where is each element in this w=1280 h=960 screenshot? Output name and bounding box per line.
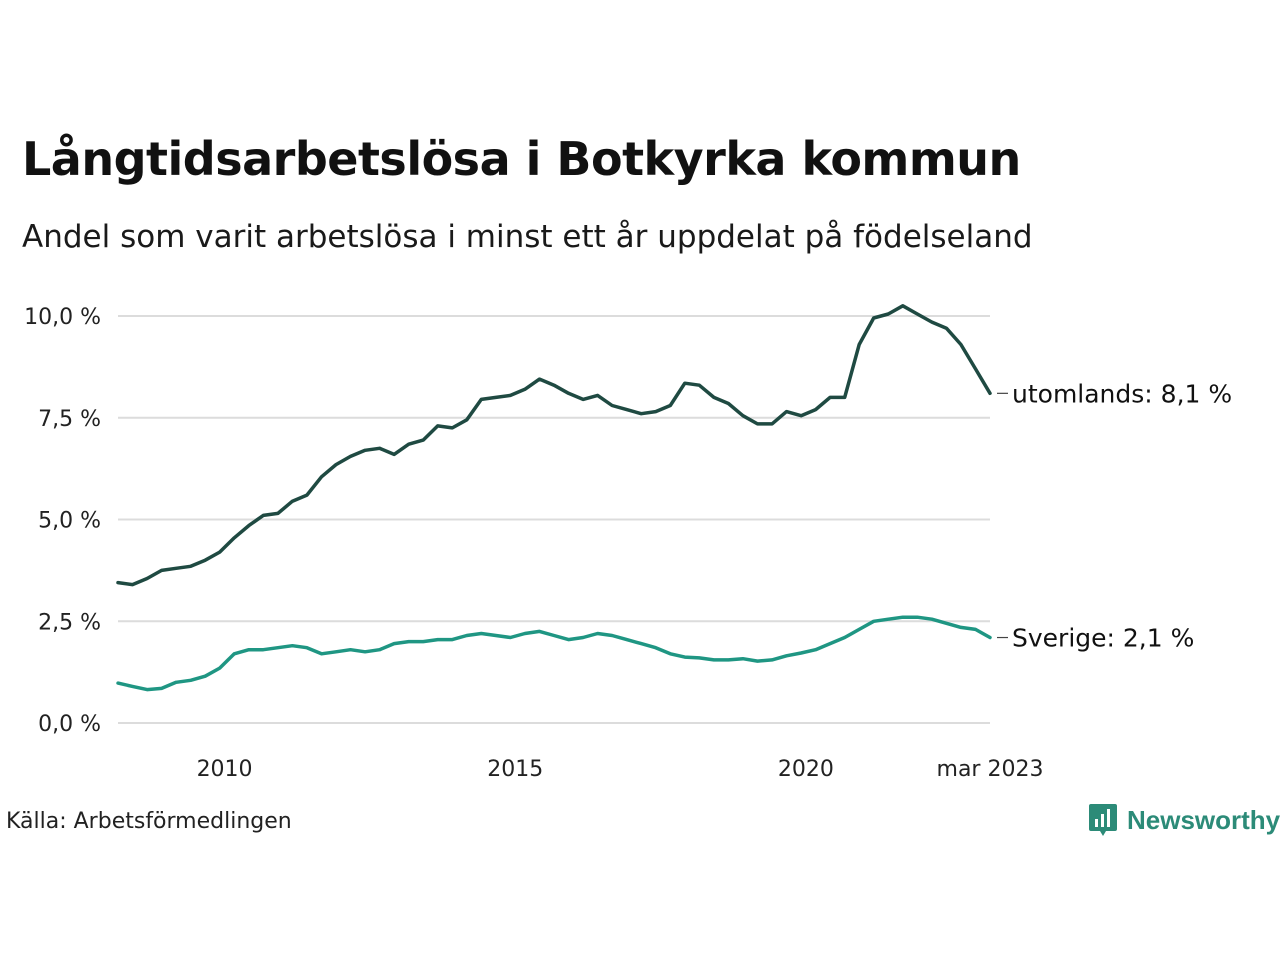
source-note: Källa: Arbetsförmedlingen [6, 809, 292, 834]
newsworthy-logo-icon [1089, 804, 1117, 836]
y-tick-label: 10,0 % [24, 305, 101, 330]
x-tick-label: 2010 [197, 757, 253, 782]
series-line-sverige [116, 615, 992, 692]
chart-title: Långtidsarbetslösa i Botkyrka kommun [22, 132, 1021, 186]
x-tick-label: 2015 [487, 757, 543, 782]
series-end-label: utomlands: 8,1 % [1012, 379, 1232, 408]
series-line-utomlands [116, 304, 992, 587]
chart-subtitle: Andel som varit arbetslösa i minst ett å… [22, 219, 1033, 255]
y-tick-label: 5,0 % [38, 509, 101, 534]
series-end-labels: utomlands: 8,1 % Sverige: 2,1 % [997, 379, 1232, 653]
x-axis-ticks: 2010 2015 2020 mar 2023 [197, 757, 1044, 782]
y-tick-label: 2,5 % [38, 610, 101, 635]
y-tick-label: 7,5 % [38, 407, 101, 432]
series-end-label: Sverige: 2,1 % [1012, 624, 1194, 653]
x-tick-label: 2020 [778, 757, 834, 782]
x-tick-label: mar 2023 [937, 757, 1044, 782]
y-tick-label: 0,0 % [38, 712, 101, 737]
series-lines [116, 304, 992, 692]
y-axis-ticks: 0,0 % 2,5 % 5,0 % 7,5 % 10,0 % [24, 305, 101, 737]
brand-logo[interactable]: Newsworthy [1088, 802, 1280, 838]
grid-lines [118, 315, 990, 724]
brand-name: Newsworthy [1127, 804, 1280, 835]
